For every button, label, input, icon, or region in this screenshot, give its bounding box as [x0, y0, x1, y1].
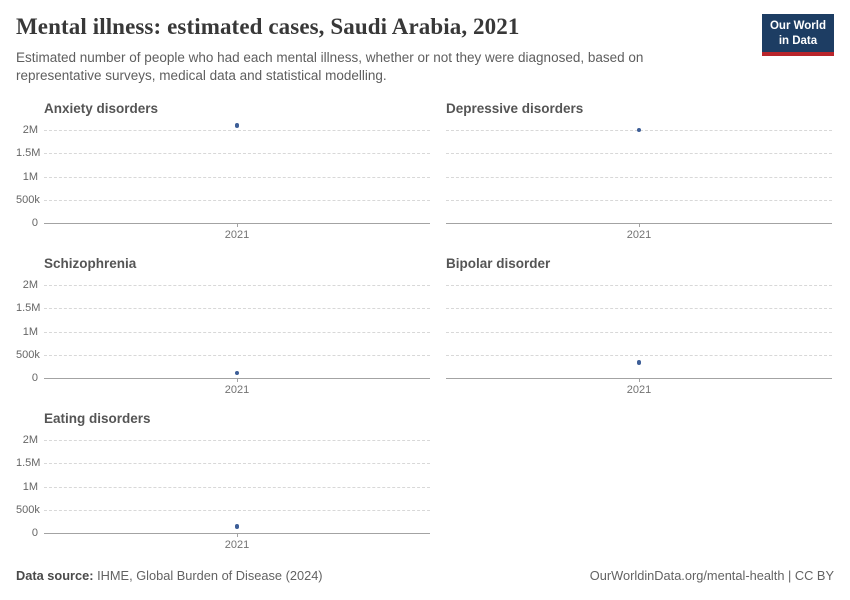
page-title: Mental illness: estimated cases, Saudi A… — [16, 14, 520, 39]
data-point[interactable] — [636, 360, 642, 365]
gridline — [44, 509, 430, 511]
x-axis-tick-label: 2021 — [224, 384, 250, 396]
y-axis-tick-label: 1.5M — [16, 302, 41, 315]
footer-license-link[interactable]: OurWorldinData.org/mental-health | CC BY — [589, 568, 834, 583]
data-point[interactable] — [636, 127, 642, 133]
data-point[interactable] — [234, 370, 240, 376]
chart-title: Depressive disorders — [446, 101, 584, 116]
x-axis-tick-label: 2021 — [626, 384, 652, 396]
data-source-label: Data source: — [16, 568, 94, 583]
y-axis-tick-label: 1M — [22, 480, 38, 493]
gridline — [44, 463, 430, 465]
x-axis-line — [446, 378, 832, 379]
chart-panel: Depressive disorders 2021 — [446, 101, 832, 246]
chart-title: Schizophrenia — [44, 256, 137, 271]
gridline — [44, 176, 430, 178]
x-axis-line — [44, 223, 430, 224]
data-point[interactable] — [234, 123, 240, 128]
page-subtitle: Estimated number of people who had each … — [16, 50, 644, 83]
chart-title: Eating disorders — [44, 411, 151, 426]
x-axis-tick — [639, 224, 640, 227]
x-axis-line — [44, 378, 430, 379]
gridline — [44, 440, 430, 441]
data-source-value: IHME, Global Burden of Disease (2024) — [97, 568, 323, 583]
x-axis-tick-label: 2021 — [224, 229, 250, 241]
y-axis-tick-label: 500k — [16, 503, 40, 516]
y-axis-tick-label: 1.5M — [16, 147, 41, 160]
gridline — [446, 153, 832, 155]
chart-title: Anxiety disorders — [44, 101, 159, 116]
owid-logo-line1: Our World — [769, 20, 826, 32]
gridline — [446, 308, 832, 310]
y-axis-tick-label: 2M — [22, 434, 38, 446]
chart-panel: Schizophrenia 0 500k 1M 1.5M 2M 2021 — [16, 256, 430, 401]
gridline — [44, 285, 430, 286]
gridline — [44, 486, 430, 488]
gridline — [446, 199, 832, 201]
footer: Data source: IHME, Global Burden of Dise… — [16, 568, 834, 583]
y-axis-tick-label: 0 — [31, 527, 38, 539]
x-axis-tick — [237, 224, 238, 227]
owid-logo-line2: in Data — [778, 34, 818, 47]
data-point[interactable] — [234, 524, 240, 529]
y-axis-tick-label: 1.5M — [16, 457, 41, 470]
chart-panel: Anxiety disorders 0 500k 1M 1.5M 2M 2021 — [16, 101, 430, 246]
y-axis-tick-label: 1M — [22, 170, 38, 183]
gridline — [44, 199, 430, 201]
y-axis-tick-label: 500k — [16, 193, 40, 206]
x-axis-tick-label: 2021 — [626, 229, 652, 241]
x-axis-tick — [237, 379, 238, 382]
owid-logo[interactable]: Our World in Data — [761, 14, 834, 56]
gridline — [44, 130, 430, 131]
y-axis-tick-label: 1M — [22, 325, 38, 338]
x-axis-tick — [639, 379, 640, 382]
chart-panel: Eating disorders 0 500k 1M 1.5M 2M 2021 — [16, 411, 430, 556]
gridline — [446, 354, 832, 356]
gridline — [44, 308, 430, 310]
y-axis-tick-label: 500k — [16, 348, 40, 361]
gridline — [446, 285, 832, 286]
x-axis-line — [44, 533, 430, 534]
chart-title: Bipolar disorder — [446, 256, 551, 271]
gridline — [44, 354, 430, 356]
y-axis-tick-label: 2M — [22, 279, 38, 291]
x-axis-line — [446, 223, 832, 224]
y-axis-tick-label: 0 — [31, 372, 38, 384]
gridline — [44, 153, 430, 155]
gridline — [44, 331, 430, 333]
x-axis-tick — [237, 534, 238, 537]
gridline — [446, 176, 832, 178]
x-axis-tick-label: 2021 — [224, 539, 250, 551]
y-axis-tick-label: 2M — [22, 124, 38, 136]
gridline — [446, 331, 832, 333]
chart-panel: Bipolar disorder 2021 — [446, 256, 832, 401]
header: Mental illness: estimated cases, Saudi A… — [16, 14, 834, 84]
y-axis-tick-label: 0 — [31, 217, 38, 229]
